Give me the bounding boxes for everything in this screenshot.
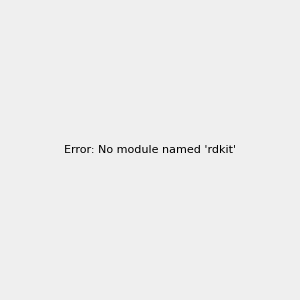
Text: Error: No module named 'rdkit': Error: No module named 'rdkit' <box>64 145 236 155</box>
